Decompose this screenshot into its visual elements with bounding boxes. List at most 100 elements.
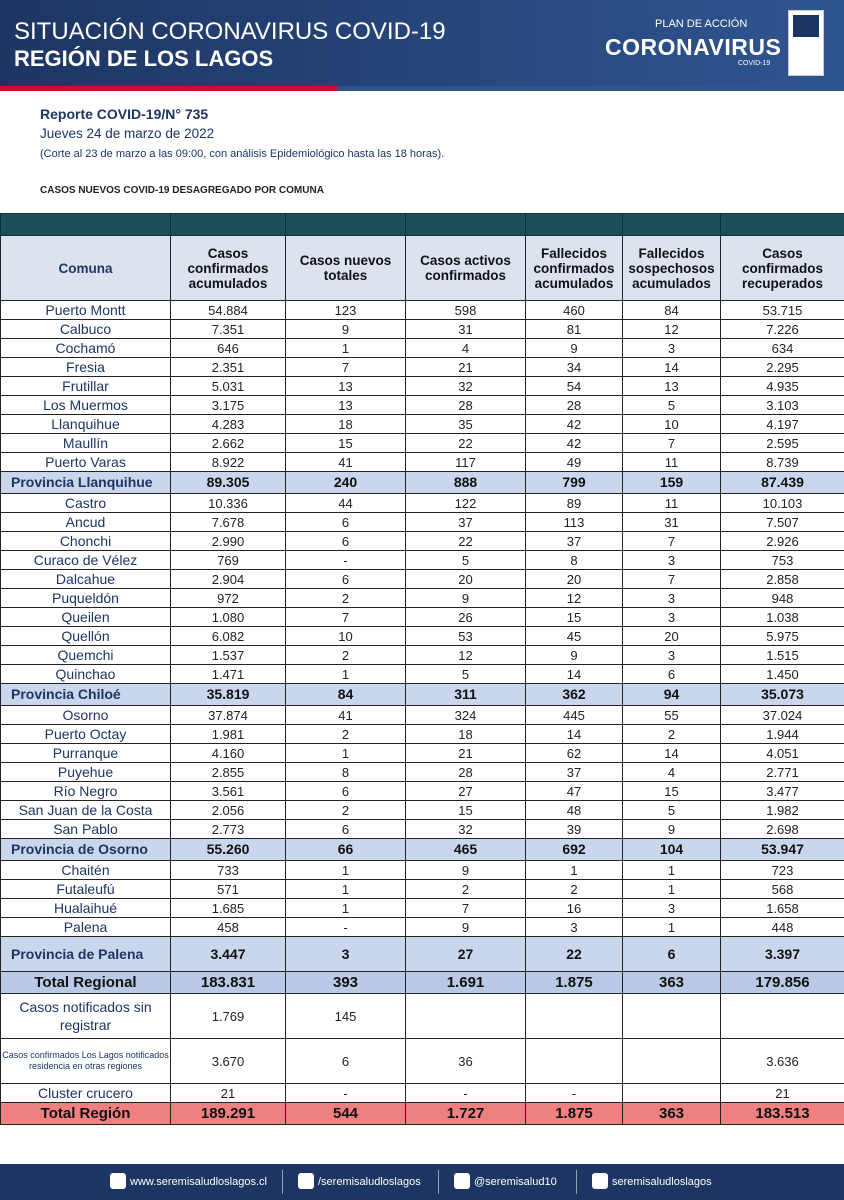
row-label: San Pablo bbox=[0, 819, 171, 839]
comuna-row: Puerto Varas 8.922 41 117 49 11 8.739 bbox=[0, 452, 844, 472]
title: SITUACIÓN CORONAVIRUS COVID-19 bbox=[14, 18, 446, 45]
cell: 5.975 bbox=[720, 626, 844, 646]
comuna-row: Cochamó 646 1 4 9 3 634 bbox=[0, 338, 844, 358]
comuna-row: Los Muermos 3.175 13 28 28 5 3.103 bbox=[0, 395, 844, 415]
cell: 8 bbox=[285, 762, 406, 782]
cell: Casos activos confirmados bbox=[405, 235, 526, 301]
twitter-icon bbox=[454, 1173, 470, 1189]
extra-row: Casos confirmados Los Lagos notificados … bbox=[0, 1038, 844, 1084]
row-label: Comuna bbox=[0, 235, 171, 301]
cell: 10.103 bbox=[720, 493, 844, 513]
cell: 1 bbox=[525, 860, 623, 880]
cell: 2.771 bbox=[720, 762, 844, 782]
cell: 1.727 bbox=[405, 1102, 526, 1125]
cell: - bbox=[525, 1083, 623, 1103]
cell: 2.698 bbox=[720, 819, 844, 839]
comuna-row: Puyehue 2.855 8 28 37 4 2.771 bbox=[0, 762, 844, 782]
cell: 35.073 bbox=[720, 683, 844, 706]
comuna-row: Quemchi 1.537 2 12 9 3 1.515 bbox=[0, 645, 844, 665]
cell: 9 bbox=[525, 645, 623, 665]
row-label: Provincia Llanquihue bbox=[0, 471, 171, 494]
cell: 35.819 bbox=[170, 683, 286, 706]
comuna-row: Osorno 37.874 41 324 445 55 37.024 bbox=[0, 705, 844, 725]
cell: 3 bbox=[622, 550, 721, 570]
cell: 1.537 bbox=[170, 645, 286, 665]
cell: 6 bbox=[285, 569, 406, 589]
cell: 571 bbox=[170, 879, 286, 899]
cell: 20 bbox=[622, 626, 721, 646]
footer-web: www.seremisaludloslagos.cl bbox=[130, 1176, 267, 1188]
cell: 26 bbox=[405, 607, 526, 627]
cell: 2.990 bbox=[170, 531, 286, 551]
cell: 1.471 bbox=[170, 664, 286, 684]
row-label: Río Negro bbox=[0, 781, 171, 801]
cell: 1.982 bbox=[720, 800, 844, 820]
strip-cell bbox=[405, 213, 526, 236]
cell: 2.351 bbox=[170, 357, 286, 377]
cell: Casos nuevos totales bbox=[285, 235, 406, 301]
cell bbox=[525, 1038, 623, 1084]
comuna-row: Queilen 1.080 7 26 15 3 1.038 bbox=[0, 607, 844, 627]
cell: 37.874 bbox=[170, 705, 286, 725]
comuna-row: Puqueldón 972 2 9 12 3 948 bbox=[0, 588, 844, 608]
logo-main: CORONAVIRUS bbox=[605, 34, 782, 60]
province-row: Provincia Chiloé 35.819 84 311 362 94 35.073 bbox=[0, 683, 844, 706]
cell: 1.450 bbox=[720, 664, 844, 684]
province-row: Provincia Llanquihue 89.305 240 888 799 159 87… bbox=[0, 471, 844, 494]
cell: 14 bbox=[525, 724, 623, 744]
cell: 1.875 bbox=[525, 1102, 623, 1125]
separator bbox=[438, 1170, 439, 1194]
comuna-row: Dalcahue 2.904 6 20 20 7 2.858 bbox=[0, 569, 844, 589]
cell: 5 bbox=[622, 395, 721, 415]
cell: 5 bbox=[405, 664, 526, 684]
row-label: Chaitén bbox=[0, 860, 171, 880]
cell: Casos confirmados recuperados bbox=[720, 235, 844, 301]
cell: 1.515 bbox=[720, 645, 844, 665]
cell: 2 bbox=[285, 800, 406, 820]
row-label: Castro bbox=[0, 493, 171, 513]
row-label: Total Regional bbox=[0, 971, 171, 994]
cell: 11 bbox=[622, 452, 721, 472]
cell: 15 bbox=[285, 433, 406, 453]
cell: 53.715 bbox=[720, 300, 844, 320]
cell: 32 bbox=[405, 376, 526, 396]
cell: 9 bbox=[405, 588, 526, 608]
strip-cell bbox=[285, 213, 406, 236]
cell: 94 bbox=[622, 683, 721, 706]
comuna-row: Calbuco 7.351 9 31 81 12 7.226 bbox=[0, 319, 844, 339]
cell: 7.678 bbox=[170, 512, 286, 532]
comuna-row: Fresia 2.351 7 21 34 14 2.295 bbox=[0, 357, 844, 377]
cell: 37.024 bbox=[720, 705, 844, 725]
cell: 10 bbox=[285, 626, 406, 646]
row-label: Puerto Montt bbox=[0, 300, 171, 320]
cell: 3.477 bbox=[720, 781, 844, 801]
subtitle: REGIÓN DE LOS LAGOS bbox=[14, 46, 274, 71]
data-table: Comuna Casos confirmados acumulados Casos … bbox=[0, 213, 844, 1125]
strip-cell bbox=[720, 213, 844, 236]
cell: 28 bbox=[405, 762, 526, 782]
row-label: Total Región bbox=[0, 1102, 171, 1125]
cell: 240 bbox=[285, 471, 406, 494]
cell: 460 bbox=[525, 300, 623, 320]
cell: 888 bbox=[405, 471, 526, 494]
cell: 12 bbox=[622, 319, 721, 339]
cell: 10 bbox=[622, 414, 721, 434]
instagram-icon bbox=[592, 1173, 608, 1189]
cell: 21 bbox=[405, 357, 526, 377]
cell: 21 bbox=[720, 1083, 844, 1103]
cell: 84 bbox=[285, 683, 406, 706]
cell: 3.103 bbox=[720, 395, 844, 415]
cell: 14 bbox=[622, 743, 721, 763]
cell: 18 bbox=[285, 414, 406, 434]
row-label: Maullín bbox=[0, 433, 171, 453]
row-label: Casos notificados sin registrar bbox=[0, 993, 171, 1039]
cell: 568 bbox=[720, 879, 844, 899]
cell: 1.691 bbox=[405, 971, 526, 994]
cell: 12 bbox=[405, 645, 526, 665]
header-row: Comuna Casos confirmados acumulados Casos … bbox=[0, 235, 844, 301]
cell: 598 bbox=[405, 300, 526, 320]
comuna-row: Hualaihué 1.685 1 7 16 3 1.658 bbox=[0, 898, 844, 918]
row-label: Osorno bbox=[0, 705, 171, 725]
cell: 1.769 bbox=[170, 993, 286, 1039]
comuna-row: Futaleufú 571 1 2 2 1 568 bbox=[0, 879, 844, 899]
